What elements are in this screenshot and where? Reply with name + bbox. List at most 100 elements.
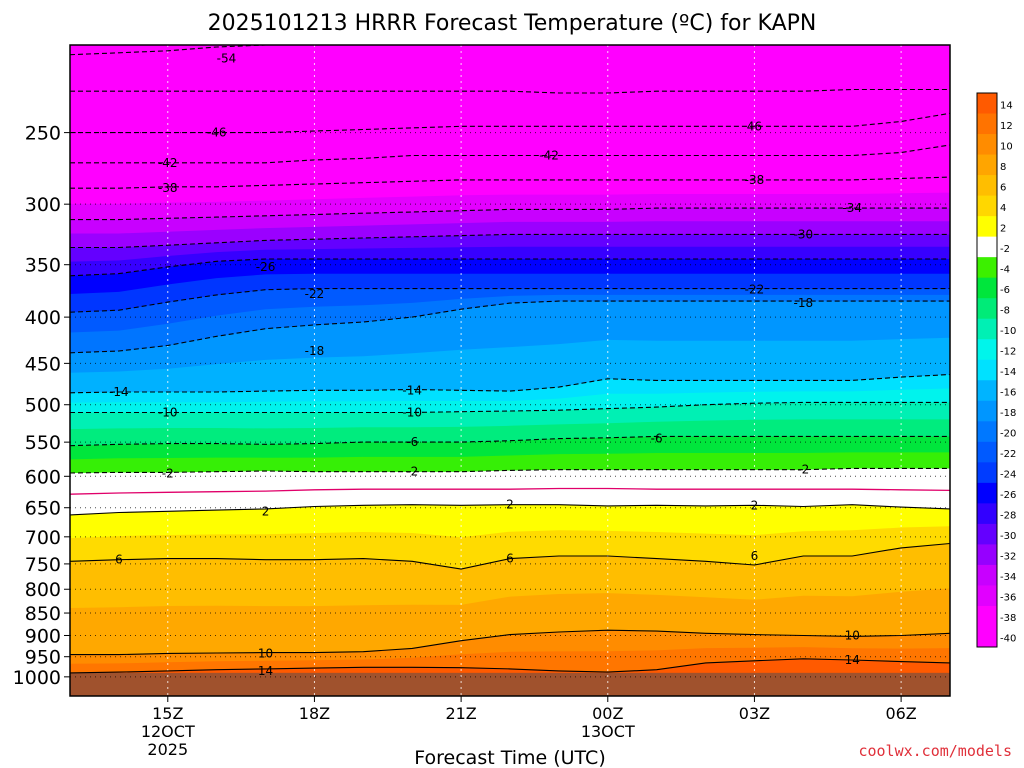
colorbar-label: 4: [1000, 203, 1006, 214]
isotherm-line: [70, 542, 950, 570]
y-tick-label: 400: [25, 307, 61, 329]
colorbar-label: 14: [1000, 100, 1013, 111]
colorbar-label: -20: [1000, 429, 1016, 440]
colorbar-swatch: [977, 195, 997, 217]
isotherm-line: [70, 373, 950, 394]
y-tick-label: 1000: [13, 667, 61, 689]
isotherm-label: 6: [506, 552, 514, 566]
y-tick-label: 300: [25, 194, 61, 216]
isotherm-line: [70, 88, 950, 94]
colorbar-swatch: [977, 339, 997, 361]
isotherm-label: 10: [845, 628, 860, 642]
isotherm-line: [70, 45, 950, 56]
y-axis: 2503003504004505005506006507007508008509…: [13, 123, 70, 689]
colorbar-label: -40: [1000, 634, 1016, 645]
isotherm-label: -14: [402, 383, 422, 397]
colorbar-swatch: [977, 400, 997, 422]
isotherm-label: -42: [539, 148, 559, 162]
temperature-subband: [70, 588, 950, 655]
colorbar-swatch: [977, 175, 997, 197]
colorbar-label: -24: [1000, 470, 1016, 481]
isotherm-line: [70, 629, 950, 656]
isotherm-label: 2: [506, 498, 514, 512]
isotherm-label: -2: [406, 465, 418, 479]
y-tick-label: 550: [25, 432, 61, 454]
isotherm-label: 2: [751, 498, 759, 512]
isotherm-line: [70, 233, 950, 249]
x-tick-label: 15Z: [152, 704, 183, 723]
isotherm-label: -54: [217, 52, 237, 66]
colorbar-label: -36: [1000, 593, 1016, 604]
isotherm-label: -18: [305, 344, 325, 358]
colorbar-swatch: [977, 236, 997, 258]
temperature-subband: [70, 452, 950, 473]
x-tick-label: 06Z: [885, 704, 916, 723]
isotherm-line: [70, 258, 950, 277]
colorbar-swatch: [977, 585, 997, 607]
temperature-subband: [70, 101, 950, 133]
colorbar-label: -12: [1000, 346, 1016, 357]
colorbar-label: -34: [1000, 572, 1016, 583]
freezing-level-line: [70, 487, 950, 495]
isotherm-label: -2: [797, 463, 809, 477]
colorbar-swatch: [977, 462, 997, 484]
colorbar-label: -14: [1000, 367, 1016, 378]
isotherm-line: [70, 435, 950, 447]
colorbar-swatch: [977, 441, 997, 463]
colorbar-label: -6: [1000, 285, 1010, 296]
x-tick-label: 12OCT: [141, 722, 195, 741]
colorbar-swatch: [977, 93, 997, 115]
y-tick-label: 600: [25, 466, 61, 488]
isotherm-label: -34: [842, 201, 862, 215]
y-tick-label: 850: [25, 603, 61, 625]
colorbar-label: -38: [1000, 613, 1016, 624]
isotherm-label: 6: [115, 553, 123, 567]
y-tick-label: 500: [25, 395, 61, 417]
x-tick-label: 21Z: [445, 704, 476, 723]
isotherm-line: [70, 300, 950, 354]
colorbar-swatch: [977, 421, 997, 443]
colorbar-swatch: [977, 298, 997, 320]
isotherm-label: -22: [745, 283, 765, 297]
isotherm-label: -46: [207, 126, 227, 140]
colorbar-label: 8: [1000, 162, 1006, 173]
temperature-subband: [70, 486, 950, 515]
contour-fill-group: -54-46 46-42-42-38-38-34-30-26-22 -22-18-1…: [70, 45, 950, 696]
colorbar-swatch: [977, 523, 997, 545]
y-tick-label: 750: [25, 554, 61, 576]
x-tick-label: 00Z: [592, 704, 623, 723]
y-tick-label: 650: [25, 498, 61, 520]
ground-surface: [70, 672, 950, 696]
y-tick-label: 900: [25, 625, 61, 647]
temperature-subband: [70, 129, 950, 163]
isotherm-label: -10: [158, 405, 178, 419]
temperature-subband: [70, 161, 950, 189]
isotherm-label: 14: [845, 653, 860, 667]
colorbar-swatch: [977, 113, 997, 135]
isotherm-label: -6: [651, 432, 663, 446]
colorbar-label: -28: [1000, 511, 1016, 522]
y-tick-label: 450: [25, 353, 61, 375]
x-tick-label: 13OCT: [581, 722, 635, 741]
colorbar-frame: [976, 92, 998, 648]
isotherm-line: [70, 288, 950, 313]
isotherm-line: [70, 176, 950, 189]
isotherm-label: 10: [258, 646, 273, 660]
temperature-subband: [70, 67, 950, 93]
y-tick-label: 700: [25, 527, 61, 549]
x-axis-title: Forecast Time (UTC): [414, 747, 605, 768]
y-tick-label: 950: [25, 647, 61, 669]
plot-frame: [69, 44, 951, 697]
colorbar-swatch: [977, 154, 997, 176]
colorbar-label: -2: [1000, 244, 1010, 255]
isotherm-line: [70, 112, 950, 134]
isotherm-line: [70, 658, 950, 674]
colorbar-swatch: [977, 277, 997, 299]
colorbar-label: 6: [1000, 182, 1006, 193]
colorbar-label: -30: [1000, 531, 1016, 542]
temperature-subband: [70, 388, 950, 413]
colorbar-swatch: [977, 380, 997, 402]
isotherm-label: -2: [162, 467, 174, 481]
colorbar-label: -22: [1000, 449, 1016, 460]
